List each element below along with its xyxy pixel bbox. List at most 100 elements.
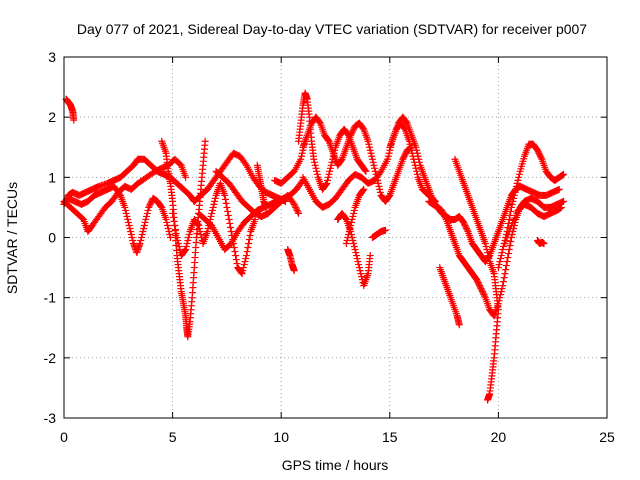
data-point — [185, 230, 193, 238]
data-point — [494, 264, 502, 272]
data-point — [328, 158, 336, 166]
data-point — [293, 206, 301, 214]
data-point — [368, 152, 376, 160]
data-point — [509, 197, 517, 205]
data-point — [143, 212, 151, 220]
data-point — [512, 185, 520, 193]
data-point — [311, 161, 319, 169]
data-point — [366, 252, 374, 260]
series-arc-24 — [501, 200, 565, 248]
data-point — [325, 170, 333, 178]
data-point — [122, 209, 130, 217]
data-point — [183, 240, 191, 248]
data-point — [485, 255, 493, 263]
data-point — [181, 247, 189, 255]
data-point — [122, 206, 130, 214]
data-point — [211, 194, 219, 202]
data-point — [483, 246, 491, 254]
data-point — [510, 191, 518, 199]
data-point — [479, 289, 487, 297]
series-arc-1 — [60, 155, 198, 208]
data-point — [292, 203, 300, 211]
data-point — [361, 166, 369, 174]
data-point — [294, 208, 302, 216]
data-point — [365, 140, 373, 148]
data-point — [174, 240, 182, 248]
data-point — [473, 277, 481, 285]
data-point — [166, 230, 174, 238]
data-point — [415, 155, 423, 163]
data-point — [70, 116, 78, 124]
data-point — [297, 152, 305, 160]
data-point — [508, 200, 516, 208]
series-arc-4 — [64, 182, 174, 257]
data-point — [143, 209, 151, 217]
x-axis-label: GPS time / hours — [282, 457, 389, 473]
data-point — [537, 154, 545, 162]
data-point — [208, 206, 216, 214]
data-point — [482, 243, 490, 251]
data-point — [125, 221, 133, 229]
data-point — [246, 231, 254, 239]
y-tick-label: -3 — [44, 410, 57, 426]
data-point — [140, 221, 148, 229]
data-point — [313, 167, 321, 175]
data-point — [342, 240, 350, 248]
data-point — [211, 197, 219, 205]
data-point — [195, 224, 203, 232]
data-point — [290, 267, 298, 275]
data-point — [241, 160, 249, 168]
data-point — [439, 209, 447, 217]
data-point — [137, 237, 145, 245]
data-point — [169, 213, 177, 221]
data-point — [560, 170, 568, 178]
data-point — [501, 270, 509, 278]
series-arc-17 — [342, 185, 368, 248]
data-point — [342, 214, 350, 222]
data-point — [381, 226, 389, 234]
data-point — [555, 185, 563, 193]
data-point — [360, 185, 368, 193]
series-arc-21 — [436, 264, 463, 329]
data-point — [460, 218, 468, 226]
data-point — [175, 243, 183, 251]
data-point — [350, 209, 358, 217]
data-point — [474, 279, 482, 287]
data-point — [141, 218, 149, 226]
series-arc-10 — [253, 161, 270, 211]
series-arc-2 — [60, 155, 190, 235]
data-point — [400, 124, 408, 132]
data-point — [224, 211, 232, 219]
data-point — [399, 155, 407, 163]
data-point — [164, 221, 172, 229]
data-point — [375, 182, 383, 190]
data-point — [439, 208, 447, 216]
data-point — [366, 143, 374, 151]
data-point — [194, 220, 202, 228]
data-point — [326, 167, 334, 175]
data-point — [221, 191, 229, 199]
data-point — [262, 203, 270, 211]
data-point — [164, 224, 172, 232]
data-point — [224, 207, 232, 215]
x-tick-label: 10 — [273, 429, 289, 445]
data-point — [124, 218, 132, 226]
axis-ticks: 0 5 10 15 20 25 -3 -2 -1 0 1 2 3 — [44, 49, 615, 445]
data-point — [145, 202, 153, 210]
data-point — [355, 261, 363, 269]
data-point — [476, 283, 484, 291]
grid — [64, 57, 607, 418]
data-point — [347, 218, 355, 226]
data-point — [347, 131, 355, 139]
data-point — [140, 224, 148, 232]
y-tick-label: 0 — [48, 230, 56, 246]
data-point — [124, 215, 132, 223]
data-point — [478, 286, 486, 294]
data-point — [144, 206, 152, 214]
data-point — [495, 261, 503, 269]
data-point — [121, 203, 129, 211]
data-point — [354, 258, 362, 266]
data-point — [557, 203, 565, 211]
data-point — [147, 199, 155, 207]
data-point — [233, 260, 241, 268]
